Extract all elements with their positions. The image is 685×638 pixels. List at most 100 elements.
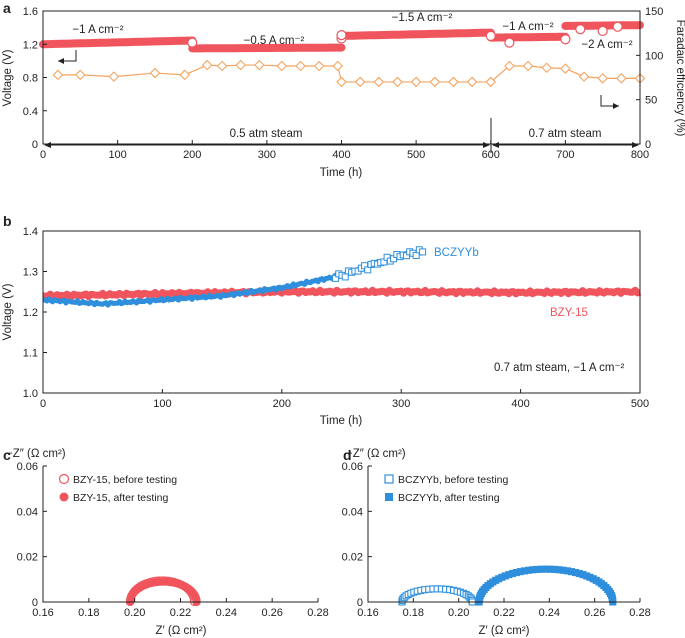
a-voltage-open-point xyxy=(597,25,608,37)
a-fe-point xyxy=(235,59,247,71)
a-fe-point xyxy=(522,60,534,72)
d-y-tick-label: 0.06 xyxy=(342,461,363,473)
a-y-tick-label: 0 xyxy=(32,139,38,151)
b-y-ticks: 1.0 1.1 1.2 1.3 1.4 xyxy=(23,226,47,400)
c-x-tick-label: 0.18 xyxy=(78,607,99,619)
d-series xyxy=(398,565,617,606)
a-fe-point xyxy=(313,60,325,72)
c-legend-marker-before xyxy=(58,473,70,485)
b-y-tick-label: 1.3 xyxy=(23,267,38,279)
a-voltage-open-point xyxy=(187,37,198,48)
d-x-tick-label: 0.24 xyxy=(539,607,560,619)
a-voltage-segment xyxy=(39,36,197,49)
c-x-tick-label: 0.16 xyxy=(32,607,53,619)
a-x-tick-label: 800 xyxy=(631,149,649,161)
b-annotation: 0.7 atm steam, −1 A cm⁻² xyxy=(494,362,625,374)
a-steam-left-head-l xyxy=(44,142,51,148)
c-x-tick-label: 0.20 xyxy=(124,607,145,619)
d-x-label: Z′ (Ω cm²) xyxy=(479,625,530,637)
d-x-tick-label: 0.22 xyxy=(493,607,514,619)
a-label-1A: −1 A cm⁻² xyxy=(72,24,123,36)
a-x-tick-label: 600 xyxy=(482,149,500,161)
b-x-label: Time (h) xyxy=(320,415,363,427)
d-legend-marker-after xyxy=(385,493,393,501)
a-fe-point xyxy=(485,76,497,88)
a-y-tick-label: 0.4 xyxy=(23,106,38,118)
a-label-1A-b: −1 A cm⁻² xyxy=(502,21,553,33)
c-x-label: Z′ (Ω cm²) xyxy=(156,625,207,637)
c-y-tick-label: 0.02 xyxy=(17,552,38,564)
b-y-tick-label: 1.0 xyxy=(23,388,38,400)
a-y-tick-label: 0.8 xyxy=(23,73,38,85)
a-fe-point xyxy=(149,67,161,79)
c-series xyxy=(125,576,201,607)
panel-label-a: a xyxy=(3,0,11,16)
a-fe-point xyxy=(597,73,608,84)
a-voltage-segment xyxy=(188,43,346,53)
a-x-tick-label: 0 xyxy=(40,149,46,161)
a-x-tick-label: 100 xyxy=(108,149,126,161)
c-y-ticks: 0 0.02 0.04 0.06 xyxy=(17,461,47,609)
a-fe-point xyxy=(332,60,344,72)
a-x-tick-label: 500 xyxy=(407,149,425,161)
b-x-tick-label: 200 xyxy=(273,398,291,410)
c-y-tick-label: 0 xyxy=(32,597,38,609)
a-fe-line xyxy=(57,64,640,83)
a-right-axis-arrow xyxy=(600,95,619,107)
c-x-tick-label: 0.28 xyxy=(307,607,328,619)
a-fe-series xyxy=(52,59,646,88)
c-x-ticks: 0.16 0.18 0.20 0.22 0.24 0.26 0.28 xyxy=(32,598,329,619)
a-fe-point xyxy=(616,73,627,84)
d-x-tick-label: 0.20 xyxy=(448,607,469,619)
panel-label-c: c xyxy=(3,447,11,463)
a-voltage-open-point xyxy=(336,30,347,41)
b-bczyyb-open-point xyxy=(419,248,427,256)
a-y2-ticks: 0 50 100 150 xyxy=(636,6,663,151)
a-steam-right-head-r xyxy=(632,142,639,148)
a-fe-point xyxy=(201,59,213,71)
a-x-tick-label: 200 xyxy=(183,149,201,161)
panel-c-chart: 0.16 0.18 0.20 0.22 0.24 0.26 0.28 0 0.02 0.04 0.… xyxy=(6,448,329,637)
a-fe-point xyxy=(276,60,288,72)
d-y-label: −Z″ (Ω cm²) xyxy=(346,448,406,460)
panel-label-b: b xyxy=(3,213,12,229)
a-fe-point xyxy=(541,62,552,74)
d-x-tick-label: 0.26 xyxy=(584,607,605,619)
a-voltage-segment xyxy=(486,32,570,42)
c-y-label: −Z″ (Ω cm²) xyxy=(6,448,66,460)
panel-b-chart: 0 100 200 300 400 500 1.0 1.1 1.2 1.3 1.4 Time (h… xyxy=(2,226,649,427)
b-bczyyb-open-point xyxy=(341,273,349,281)
a-fe-point xyxy=(216,60,228,72)
b-y-tick-label: 1.1 xyxy=(23,348,38,360)
panel-label-d: d xyxy=(343,447,352,463)
a-fe-point xyxy=(254,59,265,71)
a-fe-point xyxy=(354,76,366,88)
d-y-tick-label: 0.04 xyxy=(342,506,363,518)
b-series xyxy=(41,246,642,308)
c-x-tick-label: 0.24 xyxy=(216,607,237,619)
a-voltage-series xyxy=(39,21,644,53)
b-y-label: Voltage (V) xyxy=(2,283,14,340)
d-x-ticks: 0.16 0.18 0.20 0.22 0.24 0.26 0.28 xyxy=(357,598,651,619)
a-y-tick-label: 1.6 xyxy=(23,6,38,18)
a-voltage-open-point xyxy=(575,24,586,35)
c-y-tick-label: 0.06 xyxy=(17,461,38,473)
a-y2-tick-label: 50 xyxy=(645,95,657,107)
a-left-axis-arrow xyxy=(58,50,77,62)
b-x-tick-label: 400 xyxy=(511,398,529,410)
a-voltage-open-point xyxy=(612,21,623,32)
a-label-0-5A: −0.5 A cm⁻² xyxy=(244,35,305,47)
a-x-tick-label: 700 xyxy=(556,149,574,161)
d-y-tick-label: 0 xyxy=(357,597,363,609)
d-x-tick-label: 0.16 xyxy=(357,607,378,619)
b-x-tick-label: 0 xyxy=(40,398,46,410)
d-legend-marker-before xyxy=(384,474,394,484)
a-voltage-open-point xyxy=(485,30,496,42)
a-y2-tick-label: 150 xyxy=(645,6,663,18)
a-x-ticks: 0 100 200 300 400 500 600 700 800 xyxy=(40,140,649,161)
a-y-ticks: 0 0.4 0.8 1.2 1.6 xyxy=(23,6,47,151)
c-legend-after: BZY-15, after testing xyxy=(73,492,168,504)
a-y-label: Voltage (V) xyxy=(2,49,14,106)
d-x-tick-label: 0.18 xyxy=(403,607,424,619)
a-label-1-5A: −1.5 A cm⁻² xyxy=(392,12,453,24)
